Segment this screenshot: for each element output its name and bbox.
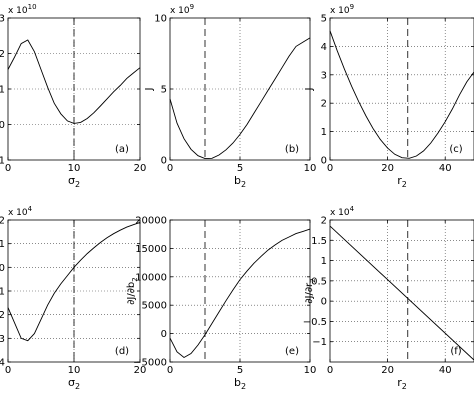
y-tick-label: −1 (0, 156, 5, 167)
series-line (169, 228, 311, 359)
x-axis-label: σ2 (68, 174, 80, 189)
y-tick-label: 0.5 (311, 276, 327, 287)
panel-label: (c) (449, 144, 462, 155)
y-tick-label: 1 (0, 239, 5, 250)
y-tick-label: 0 (0, 263, 5, 274)
x-axis-label: b2 (234, 376, 246, 391)
y-axis-label: ∂J/∂b2 (126, 277, 139, 304)
y-tick-label: 2 (321, 216, 327, 227)
x-tick-label: 5 (237, 365, 243, 376)
y-tick-label: 2 (321, 99, 327, 110)
x-tick-label: 5 (237, 163, 243, 174)
series-line (169, 37, 311, 160)
series-line (7, 39, 141, 124)
y-tick-label: 1 (321, 256, 327, 267)
y-exponent: x 104 (330, 205, 355, 218)
x-tick-label: 40 (439, 163, 452, 174)
x-axis-label: r2 (397, 174, 407, 189)
y-tick-label: 5 (161, 85, 167, 96)
y-tick-label: 0 (161, 329, 167, 340)
x-axis-label: σ2 (68, 376, 80, 391)
x-tick-label: 20 (381, 365, 394, 376)
y-tick-label: 5 (321, 14, 327, 25)
y-exponent: x 109 (170, 3, 194, 16)
y-tick-label: −1 (312, 337, 327, 348)
panel-label: (d) (115, 346, 129, 357)
y-tick-label: 3 (0, 14, 5, 25)
x-tick-label: 0 (5, 163, 11, 174)
panel-label: (e) (285, 346, 299, 357)
panel-f: 0 20 40 −1 −0.5 0 0.5 1 1.5 2x 104 (f) r2 ∂J/∂r2 (303, 205, 474, 391)
y-tick-label: −5000 (133, 358, 167, 369)
y-tick-label: 10000 (135, 272, 167, 283)
y-axis-label: J (144, 88, 155, 92)
y-tick-label: −0.5 (303, 317, 327, 328)
x-tick-label: 0 (5, 365, 11, 376)
y-tick-label: 0 (321, 297, 327, 308)
y-tick-label: −1 (0, 287, 5, 298)
y-tick-label: 2 (0, 49, 5, 60)
x-axis-label: r2 (397, 376, 407, 391)
axes-frame (329, 17, 474, 161)
y-tick-label: 2 (0, 216, 5, 227)
series-line (329, 225, 474, 361)
y-tick-label: 5000 (142, 301, 167, 312)
y-exponent: x 109 (330, 3, 354, 16)
y-exponent: x 104 (8, 205, 33, 218)
y-tick-label: 1 (0, 85, 5, 96)
y-tick-label: −3 (0, 334, 5, 345)
y-tick-label: 4 (321, 42, 327, 53)
x-tick-label: 20 (381, 163, 394, 174)
x-tick-label: 10 (304, 163, 317, 174)
series-line (329, 30, 474, 159)
y-tick-label: 10 (154, 14, 167, 25)
y-tick-label: 0 (0, 120, 5, 131)
y-axis-label: J (304, 88, 315, 92)
y-tick-label: −4 (0, 358, 5, 369)
y-tick-label: −2 (0, 310, 5, 321)
panel-label: (a) (115, 144, 129, 155)
x-tick-label: 0 (167, 365, 173, 376)
x-tick-label: 20 (134, 365, 147, 376)
series-line (7, 221, 141, 342)
y-tick-label: 20000 (135, 216, 167, 227)
x-tick-label: 10 (68, 365, 81, 376)
x-tick-label: 10 (304, 365, 317, 376)
panel-label: (b) (285, 144, 299, 155)
x-tick-label: 0 (327, 365, 333, 376)
x-tick-label: 40 (439, 365, 452, 376)
axes-frame (329, 219, 474, 363)
y-tick-label: 3 (321, 70, 327, 81)
y-exponent: x 1010 (8, 3, 37, 16)
x-axis-label: b2 (234, 174, 246, 189)
x-tick-label: 20 (134, 163, 147, 174)
x-tick-label: 10 (68, 163, 81, 174)
panel-c: 0 20 40 0 1 2 3 4 5x 109 (c) r2 J (304, 3, 474, 189)
y-axis-label: ∂J/∂r2 (304, 278, 317, 303)
panel-label: (f) (450, 346, 461, 357)
y-tick-label: 1.5 (311, 236, 327, 247)
y-tick-label: 0 (161, 156, 167, 167)
x-tick-label: 0 (327, 163, 333, 174)
y-tick-label: 0 (321, 156, 327, 167)
y-tick-label: 15000 (135, 244, 167, 255)
x-tick-label: 0 (167, 163, 173, 174)
y-tick-label: 1 (321, 127, 327, 138)
